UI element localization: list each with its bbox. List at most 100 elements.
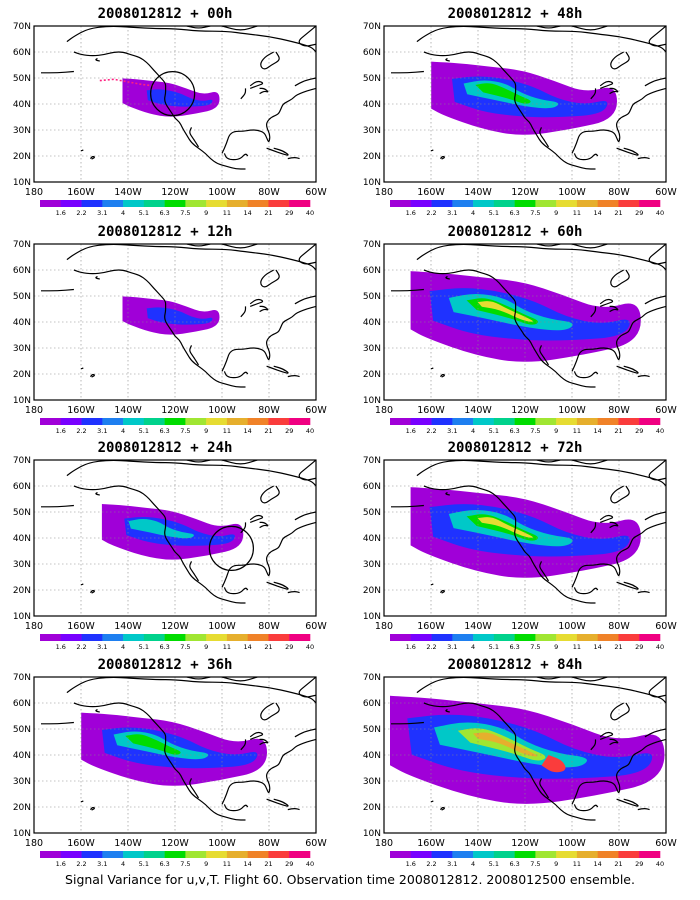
lat-tick-label: 50N xyxy=(363,292,381,302)
lon-tick-label: 60W xyxy=(305,187,327,198)
lon-tick-label: 60W xyxy=(655,405,677,416)
lat-tick-label: 70N xyxy=(13,673,31,683)
colorbar-swatch xyxy=(185,418,207,425)
colorbar-label: 9 xyxy=(204,427,208,433)
colorbar-label: 21 xyxy=(264,209,272,215)
lon-tick-label: 60W xyxy=(655,838,677,849)
lon-tick-label: 160W xyxy=(67,187,95,198)
colorbar-label: 6.3 xyxy=(509,427,519,433)
colorbar-swatch xyxy=(431,851,453,858)
colorbar-swatch xyxy=(556,200,578,207)
colorbar-label: 4 xyxy=(471,860,475,866)
colorbar-label: 6.3 xyxy=(159,427,169,433)
lon-tick-label: 140W xyxy=(114,187,142,198)
lon-tick-label: 120W xyxy=(511,405,539,416)
colorbar-label: 2.2 xyxy=(426,643,436,649)
gridlines xyxy=(34,460,316,616)
lon-tick-label: 160W xyxy=(417,838,445,849)
colorbar-swatch xyxy=(535,200,557,207)
lat-tick-label: 50N xyxy=(363,508,381,518)
lon-tick-label: 180 xyxy=(25,405,43,416)
lat-tick-label: 40N xyxy=(13,100,31,110)
colorbar-swatch xyxy=(535,418,557,425)
colorbar-swatch xyxy=(226,851,248,858)
colorbar-swatch xyxy=(206,851,228,858)
colorbar: 1.6 2.2 3.1 4 5.1 6.3 7.5 9 11 14 21 29 40 xyxy=(40,418,314,433)
colorbar-swatch xyxy=(102,634,124,641)
colorbar-swatch xyxy=(535,634,557,641)
colorbar-swatch xyxy=(289,634,311,641)
colorbar-swatch xyxy=(60,200,82,207)
lon-tick-label: 160W xyxy=(417,621,445,632)
colorbar-label: 29 xyxy=(635,427,643,433)
colorbar-label: 7.5 xyxy=(180,860,190,866)
colorbar-label: 6.3 xyxy=(159,209,169,215)
gridlines xyxy=(384,244,666,400)
lat-tick-label: 70N xyxy=(363,22,381,32)
colorbar-label: 6.3 xyxy=(509,209,519,215)
lat-tick-label: 20N xyxy=(13,803,31,813)
verification-region-circle xyxy=(150,70,196,117)
colorbar-swatch xyxy=(226,418,248,425)
lon-tick-label: 140W xyxy=(464,621,492,632)
colorbar-swatch xyxy=(289,418,311,425)
colorbar-label: 21 xyxy=(614,643,622,649)
variance-field xyxy=(101,504,244,560)
lat-tick-label: 50N xyxy=(363,725,381,735)
lon-tick-label: 140W xyxy=(114,838,142,849)
colorbar-swatch xyxy=(410,418,432,425)
panel-title: 2008012812 + 48h xyxy=(447,6,583,22)
colorbar-swatch xyxy=(390,851,412,858)
lat-tick-label: 30N xyxy=(363,777,381,787)
variance-field xyxy=(410,487,641,578)
lon-tick-label: 140W xyxy=(114,405,142,416)
colorbar-label: 1.6 xyxy=(406,860,416,866)
lat-tick-label: 30N xyxy=(363,126,381,136)
lon-tick-label: 120W xyxy=(161,838,189,849)
colorbar-swatch xyxy=(289,851,311,858)
colorbar-label: 40 xyxy=(656,860,664,866)
colorbar-label: 9 xyxy=(204,643,208,649)
lon-tick-label: 100W xyxy=(208,621,236,632)
colorbar-label: 4 xyxy=(121,860,125,866)
colorbar-swatch xyxy=(576,200,598,207)
colorbar-swatch xyxy=(268,634,290,641)
lat-tick-label: 40N xyxy=(363,100,381,110)
colorbar-label: 6.3 xyxy=(159,860,169,866)
colorbar-swatch xyxy=(597,851,619,858)
colorbar-label: 5.1 xyxy=(139,643,149,649)
gridlines xyxy=(34,26,316,182)
colorbar-swatch xyxy=(143,634,165,641)
colorbar-label: 11 xyxy=(223,643,231,649)
colorbar-swatch xyxy=(226,634,248,641)
lon-tick-label: 180 xyxy=(375,838,393,849)
colorbar-label: 9 xyxy=(554,860,558,866)
lat-tick-label: 20N xyxy=(13,370,31,380)
colorbar-label: 3.1 xyxy=(97,860,107,866)
gridlines xyxy=(384,677,666,833)
colorbar-label: 3.1 xyxy=(97,427,107,433)
colorbar-label: 14 xyxy=(594,427,602,433)
lon-tick-label: 180 xyxy=(25,187,43,198)
colorbar-swatch xyxy=(268,418,290,425)
colorbar-label: 2.2 xyxy=(426,427,436,433)
colorbar-swatch xyxy=(493,418,515,425)
colorbar-label: 14 xyxy=(594,209,602,215)
variance-contour xyxy=(541,755,566,773)
colorbar-swatch xyxy=(410,634,432,641)
colorbar-label: 11 xyxy=(573,860,581,866)
gridlines xyxy=(34,244,316,400)
lon-tick-label: 160W xyxy=(67,621,95,632)
panel-title: 2008012812 + 24h xyxy=(97,440,233,456)
lat-tick-label: 20N xyxy=(13,586,31,596)
coastline xyxy=(391,244,666,388)
colorbar: 1.6 2.2 3.1 4 5.1 6.3 7.5 9 11 14 21 29 40 xyxy=(40,634,314,649)
colorbar-swatch xyxy=(185,634,207,641)
colorbar: 1.6 2.2 3.1 4 5.1 6.3 7.5 9 11 14 21 29 40 xyxy=(390,634,664,649)
colorbar-label: 4 xyxy=(471,643,475,649)
panel-title: 2008012812 + 84h xyxy=(447,657,583,673)
lon-tick-label: 80W xyxy=(258,405,280,416)
colorbar: 1.6 2.2 3.1 4 5.1 6.3 7.5 9 11 14 21 29 40 xyxy=(390,200,664,215)
